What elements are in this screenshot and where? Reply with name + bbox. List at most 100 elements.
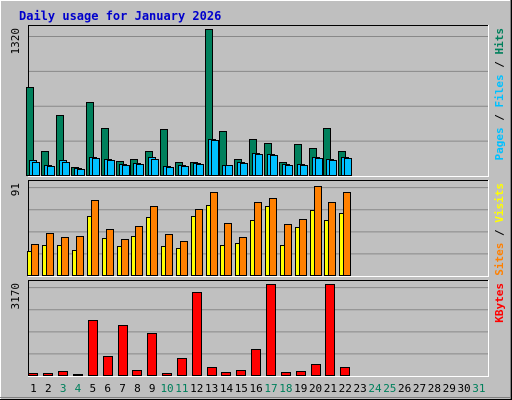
middle-bar-sites-day-18 [284, 224, 292, 276]
bottom-bar-kbytes-day-10 [162, 373, 172, 376]
day-label-14: 14 [220, 382, 234, 395]
top-bar-pages-day-14 [225, 165, 233, 176]
day-label-18: 18 [279, 382, 292, 395]
middle-bar-sites-day-8 [135, 226, 143, 276]
middle-panel: 91 Sites / Visits [9, 180, 506, 277]
middle-bar-sites-day-22 [343, 192, 351, 276]
middle-bar-sites-day-20 [314, 186, 322, 276]
bottom-bar-kbytes-day-13 [207, 367, 217, 376]
day-label-26: 26 [398, 382, 411, 395]
middle-bar-sites-day-10 [165, 234, 173, 276]
bottom-bar-kbytes-day-7 [118, 325, 128, 376]
top-bar-pages-day-3 [62, 162, 70, 176]
day-label-27: 27 [413, 382, 426, 395]
bottom-legend: KBytes [493, 283, 506, 323]
bottom-bar-kbytes-day-20 [311, 364, 321, 376]
bottom-bar-kbytes-day-2 [43, 373, 53, 376]
middle-bar-sites-day-15 [239, 237, 247, 276]
top-bar-pages-day-22 [344, 158, 352, 176]
bottom-bar-kbytes-day-22 [340, 367, 350, 376]
bottom-legend-part: KBytes [493, 283, 506, 323]
day-label-15: 15 [235, 382, 248, 395]
middle-legend-part: / [493, 223, 506, 243]
middle-bar-sites-day-9 [150, 206, 158, 276]
middle-bar-sites-day-13 [210, 192, 218, 276]
bottom-bar-kbytes-day-11 [177, 358, 187, 376]
day-label-25: 25 [383, 382, 396, 395]
top-bar-pages-day-7 [122, 165, 130, 176]
top-bar-pages-day-13 [211, 140, 219, 176]
day-label-17: 17 [264, 382, 277, 395]
day-label-3: 3 [60, 382, 67, 395]
top-legend-part: Pages [493, 127, 506, 160]
middle-bar-sites-day-21 [328, 202, 336, 276]
middle-bar-sites-day-6 [106, 229, 114, 276]
top-bar-pages-day-21 [329, 160, 337, 176]
top-bar-pages-day-10 [166, 167, 174, 176]
top-bar-pages-day-12 [196, 164, 204, 176]
top-bar-pages-day-6 [107, 160, 115, 176]
bottom-bar-kbytes-day-5 [88, 320, 98, 376]
top-bar-pages-day-16 [255, 154, 263, 176]
top-bar-pages-day-5 [92, 158, 100, 176]
middle-ymax-label: 91 [9, 183, 22, 196]
middle-legend-part: Visits [493, 183, 506, 223]
day-label-9: 9 [149, 382, 156, 395]
middle-bar-sites-day-16 [254, 202, 262, 276]
middle-bar-sites-day-3 [61, 237, 69, 276]
top-bar-pages-day-19 [300, 165, 308, 176]
top-bar-pages-day-18 [285, 165, 293, 176]
day-label-6: 6 [104, 382, 111, 395]
day-label-13: 13 [205, 382, 218, 395]
day-label-24: 24 [368, 382, 382, 395]
bottom-panel: 3170 KBytes [9, 280, 506, 377]
middle-legend: Sites / Visits [493, 183, 506, 276]
top-legend-part: / [493, 108, 506, 128]
bottom-bar-kbytes-day-15 [236, 370, 246, 376]
day-labels-group: 1 2 3 4 5 6 7 8 9 10 11 12 13 14 15 16 17 18 19 20 21 22 23 24 2… [30, 382, 485, 395]
bottom-bar-kbytes-day-17 [266, 284, 276, 376]
middle-bar-sites-day-4 [76, 236, 84, 276]
bottom-bar-kbytes-day-4 [73, 374, 83, 376]
bottom-ymax-label: 3170 [9, 283, 22, 310]
day-label-10: 10 [160, 382, 173, 395]
day-label-12: 12 [190, 382, 203, 395]
day-label-4: 4 [75, 382, 82, 395]
bottom-bar-kbytes-day-1 [28, 373, 38, 376]
top-panel: 1320 Pages / Files / Hits [9, 25, 506, 177]
panels-group: 1320 Pages / Files / Hits 91 Sites / Visits… [9, 25, 506, 377]
top-legend-part: Files [493, 74, 506, 107]
bottom-bar-kbytes-day-19 [296, 371, 306, 376]
middle-bar-sites-day-12 [195, 209, 203, 276]
bottom-bar-kbytes-day-14 [221, 372, 231, 376]
day-label-19: 19 [294, 382, 307, 395]
day-label-20: 20 [309, 382, 322, 395]
top-bar-pages-day-1 [32, 162, 40, 176]
middle-bar-sites-day-14 [224, 223, 232, 276]
bottom-bar-kbytes-day-9 [147, 333, 157, 376]
day-label-1: 1 [30, 382, 37, 395]
middle-bar-sites-day-1 [31, 244, 39, 276]
chart-title: Daily usage for January 2026 [19, 9, 221, 23]
top-ymax-label: 1320 [9, 28, 22, 55]
top-bar-pages-day-4 [77, 169, 85, 176]
day-label-28: 28 [428, 382, 441, 395]
middle-bar-sites-day-2 [46, 233, 54, 276]
bottom-bar-kbytes-day-21 [325, 284, 335, 376]
day-label-21: 21 [324, 382, 337, 395]
day-label-31: 31 [472, 382, 485, 395]
day-label-23: 23 [354, 382, 367, 395]
middle-bar-sites-day-7 [121, 239, 129, 276]
top-bar-pages-day-20 [315, 158, 323, 176]
day-label-16: 16 [250, 382, 263, 395]
bottom-bar-kbytes-day-3 [58, 371, 68, 376]
day-label-5: 5 [90, 382, 97, 395]
top-bar-pages-day-2 [47, 166, 55, 176]
bottom-bar-kbytes-day-12 [192, 292, 202, 376]
bottom-bar-kbytes-day-8 [132, 370, 142, 376]
day-label-22: 22 [339, 382, 352, 395]
day-label-2: 2 [45, 382, 52, 395]
day-label-30: 30 [457, 382, 470, 395]
top-bar-pages-day-11 [181, 166, 189, 176]
top-legend-part: / [493, 55, 506, 75]
